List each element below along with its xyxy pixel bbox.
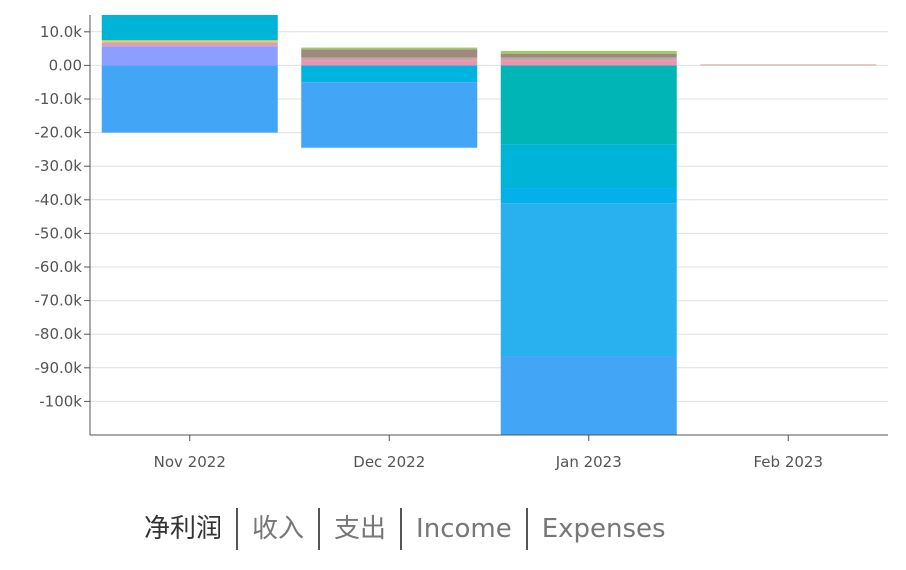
stacked-bar-chart: 10.0k 0.00 -10.0k -20.0k -30.0k -40.0k -50.0k -… xyxy=(35,15,888,471)
legend-item-income[interactable]: Income xyxy=(416,514,512,544)
bar-segment[interactable] xyxy=(500,356,677,435)
y-tick-label: -70.0k xyxy=(35,292,83,310)
bar-segment[interactable] xyxy=(301,65,478,83)
y-tick-label: 0.00 xyxy=(49,56,82,74)
y-tick-labels: 10.0k 0.00 -10.0k -20.0k -30.0k -40.0k -50.0k -… xyxy=(35,23,90,410)
legend-item-expenses-zh[interactable]: 支出 xyxy=(334,514,387,544)
legend-item-net-profit[interactable]: 净利润 xyxy=(144,514,223,544)
legend-item-expenses[interactable]: Expenses xyxy=(541,514,666,544)
bars xyxy=(101,15,877,435)
bar-segment[interactable] xyxy=(101,65,278,133)
bar-segment[interactable] xyxy=(700,64,877,66)
legend-item-income-zh[interactable]: 收入 xyxy=(252,514,305,544)
bar-segment[interactable] xyxy=(500,65,677,145)
x-tick-label: Dec 2022 xyxy=(353,453,425,471)
bar-segment[interactable] xyxy=(500,60,677,66)
bar-segment[interactable] xyxy=(101,15,278,41)
bar-segment[interactable] xyxy=(101,42,278,44)
bar-segment[interactable] xyxy=(101,41,278,43)
y-tick-label: -90.0k xyxy=(35,359,83,377)
bar-segment[interactable] xyxy=(301,82,478,148)
x-tick-labels: Nov 2022 Dec 2022 Jan 2023 Feb 2023 xyxy=(154,435,823,471)
x-tick-label: Feb 2023 xyxy=(754,453,824,471)
legend-separator xyxy=(400,508,403,550)
x-tick-label: Jan 2023 xyxy=(555,453,622,471)
bar-segment[interactable] xyxy=(500,203,677,357)
y-tick-label: -60.0k xyxy=(35,258,83,276)
bar-segment[interactable] xyxy=(101,46,278,66)
legend-separator xyxy=(318,508,321,550)
y-tick-label: -20.0k xyxy=(35,124,83,142)
y-tick-label: -30.0k xyxy=(35,157,83,175)
legend: 净利润 收入 支出 Income Expenses xyxy=(140,507,680,551)
x-tick-label: Nov 2022 xyxy=(154,453,226,471)
axes xyxy=(89,15,888,436)
legend-separator xyxy=(525,508,528,550)
bar-segment[interactable] xyxy=(500,57,677,61)
bar-segment[interactable] xyxy=(500,144,677,189)
y-tick-label: -100k xyxy=(39,392,82,410)
bar-segment[interactable] xyxy=(301,49,478,58)
bar-segment[interactable] xyxy=(500,53,677,58)
bar-segment[interactable] xyxy=(500,188,677,204)
bar-segment[interactable] xyxy=(500,50,677,54)
y-tick-label: -50.0k xyxy=(35,224,83,242)
y-tick-label: -10.0k xyxy=(35,90,83,108)
legend-separator xyxy=(236,508,239,550)
y-tick-label: -40.0k xyxy=(35,191,83,209)
bar-segment[interactable] xyxy=(301,57,478,61)
bar-segment[interactable] xyxy=(101,40,278,42)
y-tick-label: 10.0k xyxy=(40,23,82,41)
bar-segment[interactable] xyxy=(301,60,478,66)
bar-segment[interactable] xyxy=(101,45,278,47)
y-tick-label: -80.0k xyxy=(35,325,83,343)
bar-segment[interactable] xyxy=(301,47,478,50)
bar-segment[interactable] xyxy=(101,43,278,46)
